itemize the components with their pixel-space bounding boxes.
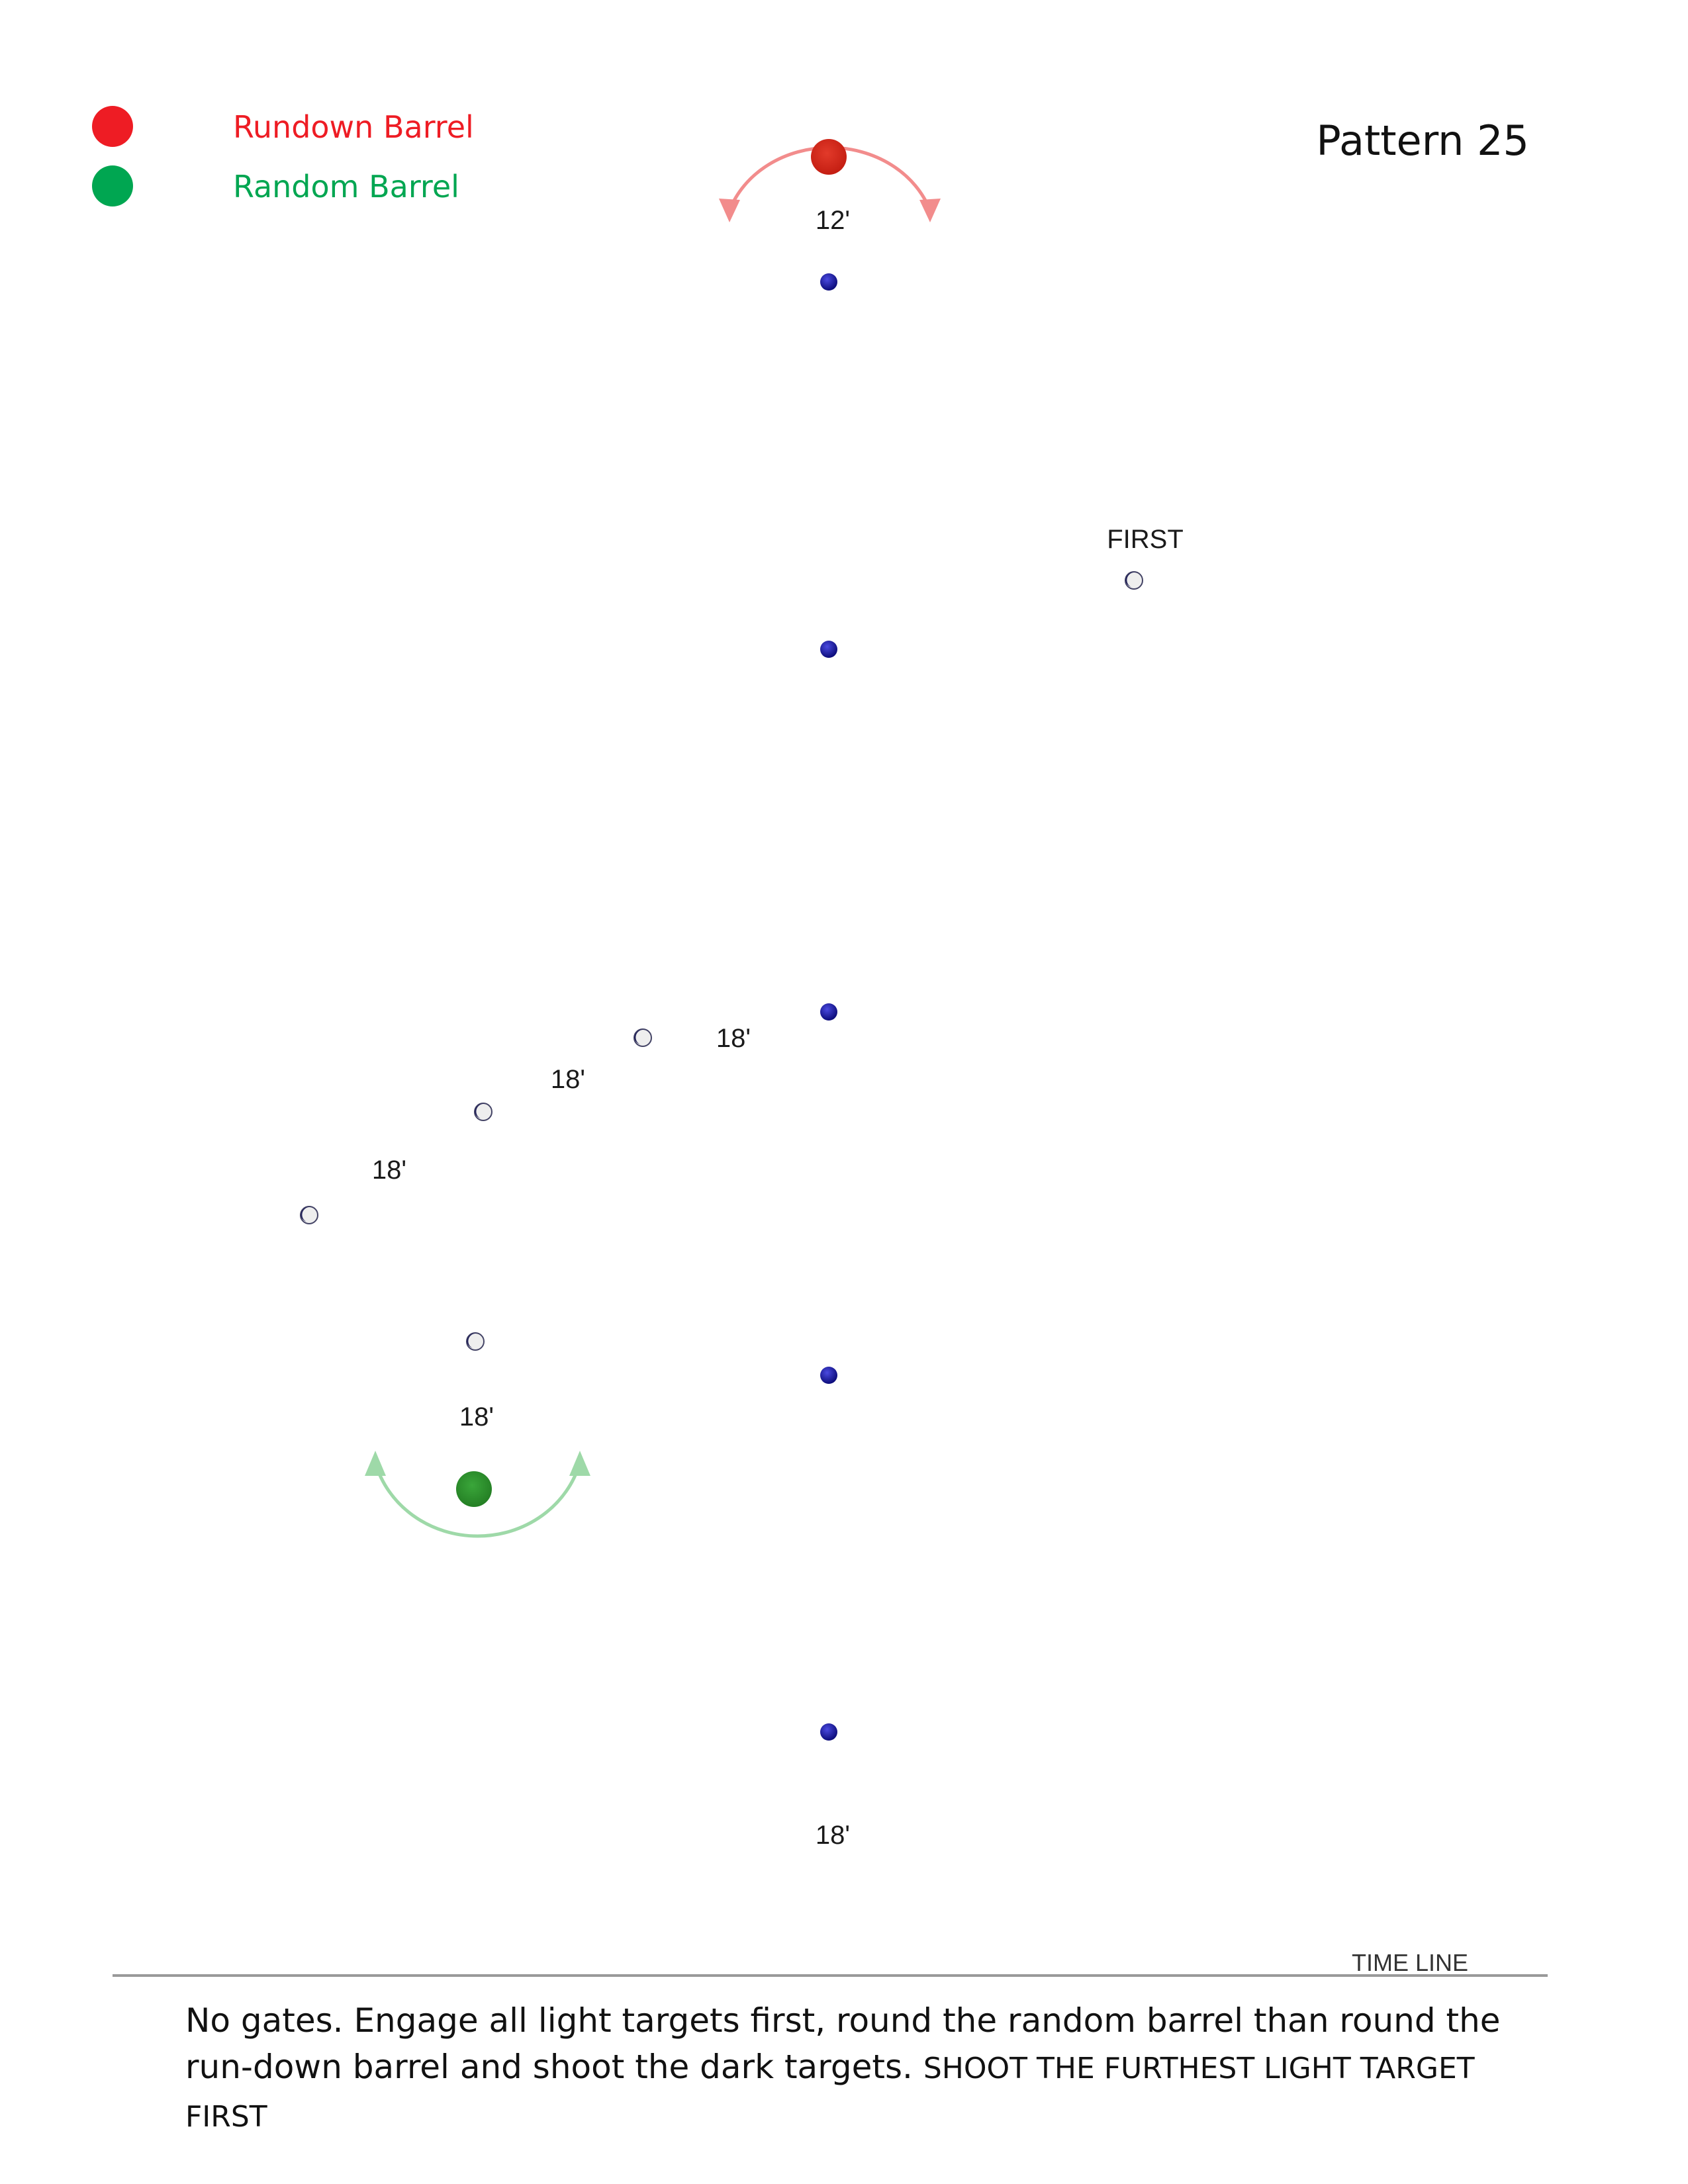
rundown-arrowhead-left-icon [719,199,740,222]
rundown-barrel-icon [811,139,847,175]
random-arrowhead-right-icon [569,1451,590,1476]
rundown-arrowhead-right-icon [919,199,941,222]
rundown-legend-label: Rundown Barrel [233,109,474,145]
light-target-icon [466,1332,485,1351]
legend: Rundown Barrel Random Barrel [92,106,474,206]
dark-targets [820,273,837,1741]
distance-label-random: 18' [459,1402,494,1432]
instructions-main: No gates. Engage all light targets first… [185,2001,1501,2086]
distance-label-diag-2: 18' [551,1065,585,1094]
random-legend-dot [92,165,133,206]
distance-label-bottom: 18' [816,1821,850,1850]
distance-label-diag-3: 18' [372,1156,406,1185]
random-barrel-icon [456,1471,492,1507]
rundown-barrel-group: 12' [719,139,941,235]
random-legend-label: Random Barrel [233,169,459,205]
dark-target-icon [820,1367,837,1384]
time-line-label: TIME LINE [1352,1949,1468,1976]
light-target-icon [474,1103,492,1121]
random-barrel-group: 18' [365,1402,590,1538]
dark-target-icon [820,273,837,291]
random-arrowhead-left-icon [365,1451,386,1476]
dark-target-icon [820,641,837,658]
distance-label-top: 12' [816,206,850,235]
light-target-icon [300,1206,318,1224]
light-target-icon [633,1028,652,1047]
pattern-title: Pattern 25 [1316,116,1529,165]
instructions-text: No gates. Engage all light targets first… [185,1997,1549,2140]
light-target-icon [1125,571,1143,590]
dark-target-icon [820,1723,837,1741]
time-line: TIME LINE [113,1949,1548,1977]
first-label: FIRST [1107,525,1184,554]
dark-target-icon [820,1003,837,1021]
first-light-target-group: FIRST [1107,525,1184,590]
random-turn-arrow [373,1462,582,1538]
diagonal-light-targets: 18' 18' 18' [300,1024,751,1224]
rundown-legend-dot [92,106,133,147]
instructions-emphasis: SHOOT THE FURTHEST LIGHT TARGET FIRST [185,2052,1475,2134]
distance-label-diag-1: 18' [716,1024,751,1053]
